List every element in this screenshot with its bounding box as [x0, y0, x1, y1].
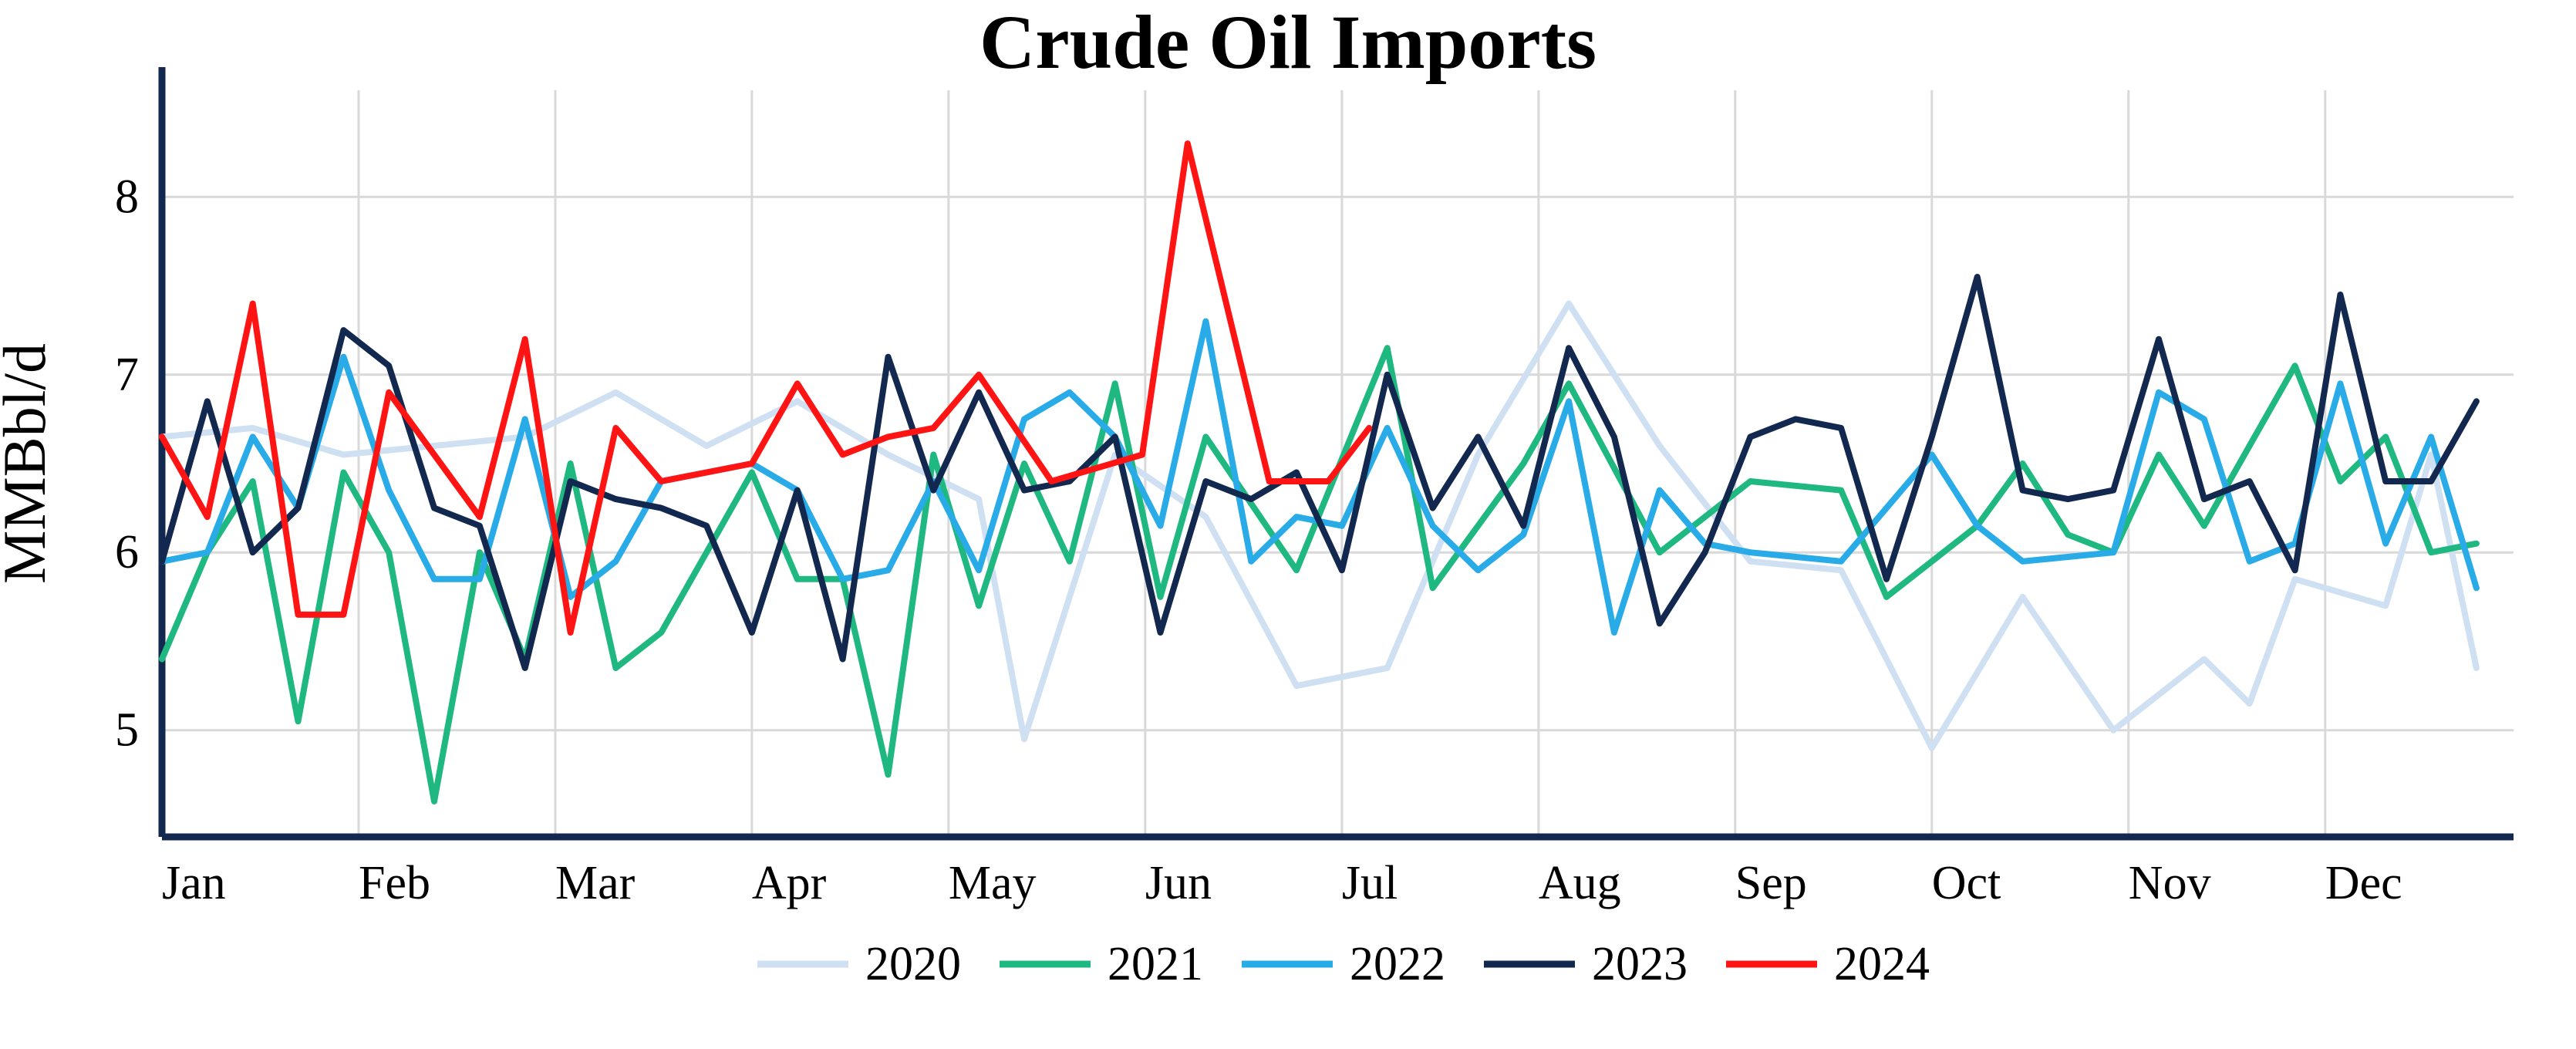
svg-text:Jun: Jun	[1145, 857, 1212, 909]
svg-text:Dec: Dec	[2325, 857, 2402, 909]
svg-text:2022: 2022	[1350, 938, 1445, 990]
svg-text:6: 6	[115, 526, 139, 578]
svg-text:5: 5	[115, 704, 139, 757]
svg-text:Sep: Sep	[1735, 857, 1807, 909]
svg-text:2021: 2021	[1108, 938, 1203, 990]
svg-text:7: 7	[115, 349, 139, 401]
svg-text:8: 8	[115, 170, 139, 223]
svg-text:Aug: Aug	[1539, 857, 1621, 909]
svg-text:Nov: Nov	[2129, 857, 2211, 909]
svg-text:May: May	[949, 857, 1037, 909]
svg-text:Jul: Jul	[1342, 857, 1398, 909]
svg-text:Oct: Oct	[1932, 857, 2001, 909]
svg-text:2024: 2024	[1834, 938, 1930, 990]
svg-text:MMBbl/d: MMBbl/d	[0, 343, 58, 584]
svg-text:Mar: Mar	[555, 857, 636, 909]
svg-text:Apr: Apr	[752, 857, 827, 909]
svg-text:2023: 2023	[1592, 938, 1688, 990]
svg-text:2020: 2020	[865, 938, 961, 990]
svg-text:Crude Oil Imports: Crude Oil Imports	[979, 0, 1597, 85]
svg-text:Jan: Jan	[162, 857, 226, 909]
svg-text:Feb: Feb	[359, 857, 430, 909]
